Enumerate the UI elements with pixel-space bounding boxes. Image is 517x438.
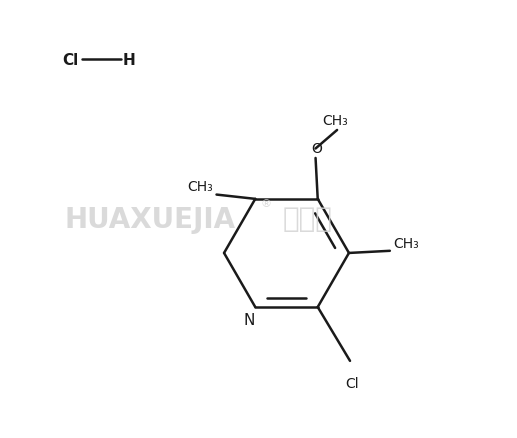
Text: CH₃: CH₃	[187, 180, 213, 194]
Text: Cl: Cl	[345, 376, 359, 390]
Text: HUAXUEJIA: HUAXUEJIA	[65, 205, 236, 233]
Text: O: O	[311, 141, 322, 155]
Text: 化学加: 化学加	[282, 205, 332, 233]
Text: ®: ®	[261, 199, 271, 209]
Text: H: H	[123, 53, 135, 67]
Text: CH₃: CH₃	[393, 236, 419, 250]
Text: N: N	[244, 312, 255, 327]
Text: Cl: Cl	[63, 53, 79, 67]
Text: CH₃: CH₃	[322, 113, 348, 127]
